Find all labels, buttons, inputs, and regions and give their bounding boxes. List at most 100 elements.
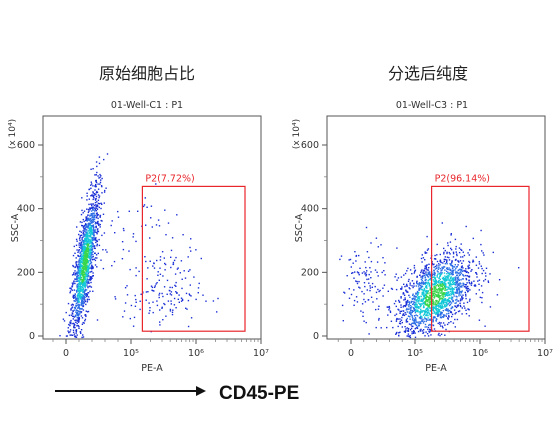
event-dot	[92, 195, 94, 197]
event-dot	[455, 284, 457, 286]
event-dot	[99, 216, 101, 218]
event-dot	[85, 294, 87, 296]
event-dot	[167, 222, 170, 224]
event-dot	[450, 292, 452, 294]
event-dot	[426, 314, 428, 317]
event-dot	[450, 294, 453, 296]
event-dot	[456, 291, 458, 293]
event-dot	[96, 266, 98, 268]
event-dot	[408, 305, 410, 308]
event-dot	[77, 296, 79, 298]
event-dot	[440, 322, 442, 324]
event-dot	[76, 314, 78, 317]
event-dot	[151, 289, 153, 291]
event-dot	[72, 331, 75, 333]
event-dot	[425, 286, 428, 288]
event-dot	[453, 295, 455, 297]
event-dot	[450, 288, 452, 290]
event-dot	[441, 298, 443, 300]
event-dot	[135, 298, 137, 301]
event-dot	[81, 301, 83, 304]
event-dot	[149, 309, 151, 312]
event-dot	[81, 209, 83, 212]
event-dot	[441, 304, 443, 306]
event-dot	[415, 314, 417, 316]
event-dot	[92, 206, 94, 208]
event-dot	[448, 293, 451, 295]
event-dot	[424, 312, 427, 314]
event-dot	[454, 282, 456, 284]
event-dot	[418, 296, 420, 298]
event-dot	[74, 293, 76, 295]
event-dot	[180, 260, 183, 262]
event-dot	[460, 294, 462, 296]
event-dot	[403, 299, 405, 301]
event-dot	[181, 278, 183, 280]
event-dot	[92, 238, 94, 241]
event-dot	[427, 300, 429, 302]
event-dot	[439, 287, 441, 289]
event-dot	[478, 263, 481, 265]
event-dot	[98, 206, 100, 209]
event-dot	[75, 311, 77, 313]
event-dot	[375, 237, 378, 239]
event-dot	[182, 234, 184, 236]
event-dot	[465, 286, 468, 288]
event-dot	[92, 225, 94, 227]
event-dot	[452, 282, 455, 284]
event-dot	[90, 252, 93, 254]
event-dot	[442, 307, 444, 309]
event-dot	[368, 273, 370, 276]
event-dot	[77, 321, 80, 323]
event-dot	[428, 297, 430, 299]
event-dot	[418, 307, 420, 309]
event-dot	[447, 282, 450, 285]
event-dot	[100, 185, 103, 187]
event-dot	[452, 269, 454, 271]
event-dot	[421, 276, 424, 278]
event-dot	[90, 215, 93, 217]
event-dot	[434, 265, 437, 268]
event-dot	[446, 300, 449, 302]
event-dot	[439, 268, 442, 270]
event-dot	[391, 288, 394, 290]
panel-original: 原始细胞占比 01-Well-C1 : P1 0 10⁵ 10⁶ 10⁷0200400…	[8, 64, 269, 374]
event-dot	[91, 205, 93, 207]
event-dot	[451, 306, 453, 308]
event-dot	[417, 301, 419, 303]
event-dot	[177, 267, 179, 269]
event-dot	[165, 234, 167, 236]
event-dot	[441, 271, 443, 274]
event-dot	[70, 309, 72, 311]
event-dot	[429, 298, 431, 300]
event-dot	[87, 244, 89, 247]
event-dot	[85, 234, 87, 237]
event-dot	[81, 272, 84, 274]
event-dot	[428, 282, 430, 285]
event-dot	[368, 256, 370, 259]
event-dot	[425, 314, 427, 316]
event-dot	[456, 300, 458, 302]
event-dot	[454, 259, 457, 261]
event-dot	[457, 292, 459, 294]
event-dot	[90, 219, 93, 222]
event-dot	[461, 286, 463, 288]
event-dot	[433, 263, 435, 265]
event-dot	[80, 283, 82, 286]
event-dot	[94, 223, 96, 225]
event-dot	[88, 223, 91, 226]
event-dot	[430, 286, 432, 289]
event-dot	[365, 226, 368, 229]
event-dot	[440, 280, 442, 283]
event-dot	[468, 281, 470, 284]
event-dot	[83, 281, 86, 284]
event-dot	[444, 258, 447, 261]
event-dot	[78, 304, 80, 306]
event-dot	[98, 223, 100, 225]
gate-p2-label: P2(96.14%)	[435, 173, 490, 184]
event-dot	[84, 283, 86, 285]
event-dot	[429, 309, 431, 311]
event-dot	[193, 276, 195, 278]
event-dot	[92, 219, 94, 221]
event-dot	[377, 275, 379, 277]
